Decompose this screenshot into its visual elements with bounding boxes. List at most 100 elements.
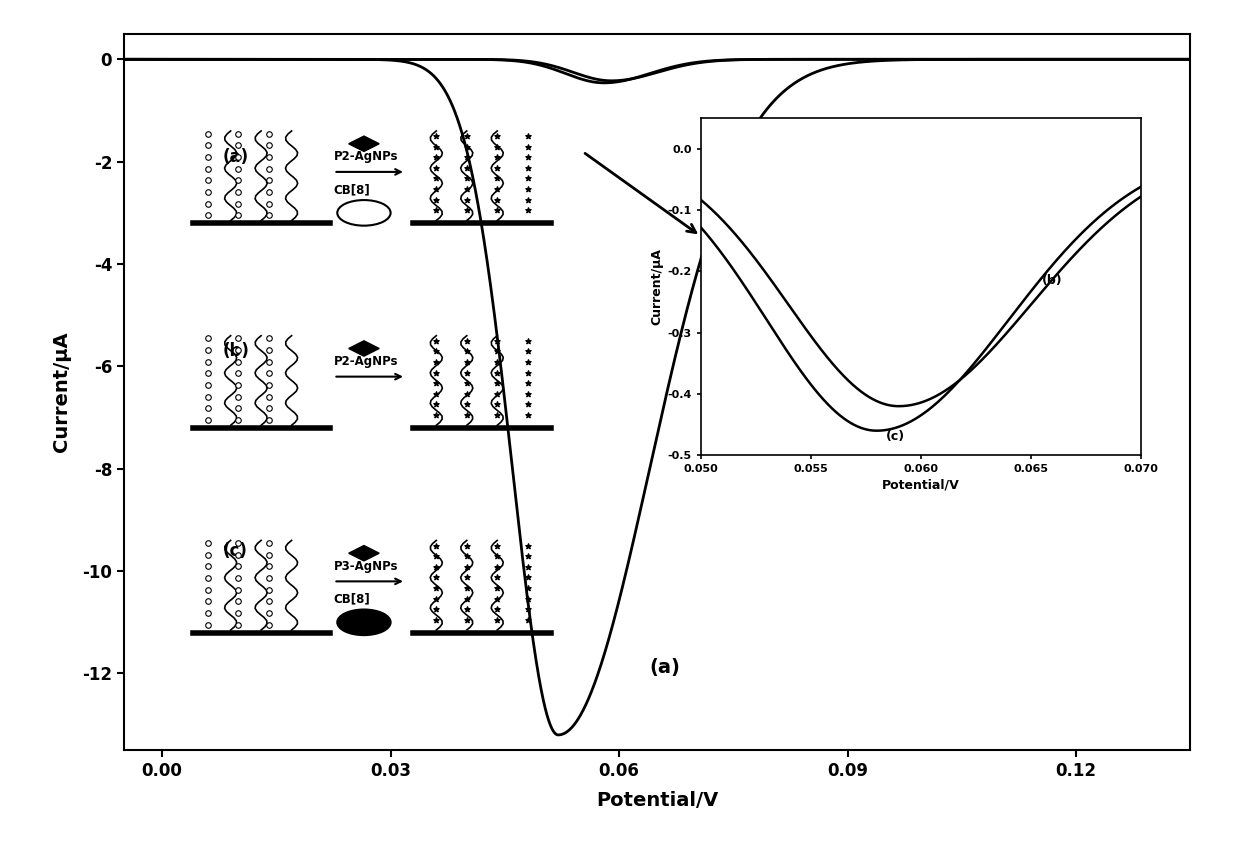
Point xyxy=(427,345,446,358)
Point xyxy=(456,161,476,175)
Point xyxy=(518,366,538,379)
Ellipse shape xyxy=(337,609,391,635)
Point xyxy=(456,140,476,153)
Text: (a): (a) xyxy=(223,148,249,166)
Point xyxy=(487,539,507,552)
Point xyxy=(427,161,446,175)
Point xyxy=(487,129,507,142)
Point xyxy=(427,592,446,605)
Point xyxy=(427,182,446,196)
Point xyxy=(427,539,446,552)
Text: P2-AgNPs: P2-AgNPs xyxy=(334,150,398,163)
Point xyxy=(487,408,507,422)
Point xyxy=(427,398,446,411)
Point xyxy=(487,592,507,605)
Point xyxy=(427,571,446,584)
Text: P2-AgNPs: P2-AgNPs xyxy=(334,355,398,368)
Point xyxy=(456,539,476,552)
Point xyxy=(456,613,476,626)
Point xyxy=(518,345,538,358)
Point xyxy=(456,592,476,605)
Point xyxy=(427,151,446,164)
Point xyxy=(487,398,507,411)
Point xyxy=(518,603,538,616)
Point xyxy=(518,203,538,217)
Point xyxy=(427,355,446,368)
Polygon shape xyxy=(348,545,379,561)
Point xyxy=(456,172,476,185)
Y-axis label: Current/μA: Current/μA xyxy=(52,331,71,453)
X-axis label: Potential/V: Potential/V xyxy=(596,792,718,810)
Point xyxy=(487,571,507,584)
Point xyxy=(518,129,538,142)
Point xyxy=(487,345,507,358)
Point xyxy=(427,172,446,185)
Point xyxy=(487,203,507,217)
Point xyxy=(487,161,507,175)
Point xyxy=(487,193,507,207)
Point xyxy=(427,334,446,347)
Point xyxy=(456,345,476,358)
Point xyxy=(518,193,538,207)
Point xyxy=(427,129,446,142)
Point xyxy=(518,151,538,164)
Point xyxy=(456,151,476,164)
Y-axis label: Current/μA: Current/μA xyxy=(650,248,663,325)
Point xyxy=(427,203,446,217)
Point xyxy=(487,355,507,368)
Point xyxy=(456,387,476,400)
Point xyxy=(518,377,538,390)
Point xyxy=(487,334,507,347)
Point xyxy=(518,560,538,573)
Point xyxy=(427,560,446,573)
Point xyxy=(427,140,446,153)
Point xyxy=(518,398,538,411)
Text: CB[8]: CB[8] xyxy=(334,183,371,196)
Point xyxy=(427,366,446,379)
Point xyxy=(427,387,446,400)
Point xyxy=(427,377,446,390)
Point xyxy=(456,203,476,217)
Point xyxy=(427,408,446,422)
Text: (b): (b) xyxy=(1042,274,1063,287)
Polygon shape xyxy=(348,341,379,356)
Point xyxy=(487,560,507,573)
Point xyxy=(456,193,476,207)
Point xyxy=(456,182,476,196)
Point xyxy=(487,550,507,563)
Point xyxy=(456,334,476,347)
Point xyxy=(518,161,538,175)
Point xyxy=(487,172,507,185)
Point xyxy=(518,387,538,400)
Point xyxy=(456,550,476,563)
Text: (b): (b) xyxy=(223,342,250,360)
Point xyxy=(487,377,507,390)
Point xyxy=(487,151,507,164)
Point xyxy=(487,581,507,594)
Point xyxy=(427,581,446,594)
Point xyxy=(518,408,538,422)
Point xyxy=(487,613,507,626)
Point xyxy=(518,355,538,368)
Point xyxy=(456,377,476,390)
Point xyxy=(518,613,538,626)
Point xyxy=(487,182,507,196)
Point xyxy=(456,398,476,411)
Point xyxy=(518,539,538,552)
Text: (c): (c) xyxy=(885,430,905,443)
Point xyxy=(487,603,507,616)
Point xyxy=(518,581,538,594)
Point xyxy=(427,613,446,626)
X-axis label: Potential/V: Potential/V xyxy=(882,479,960,491)
Point xyxy=(456,560,476,573)
Point xyxy=(456,581,476,594)
Point xyxy=(456,571,476,584)
Point xyxy=(456,129,476,142)
Text: (c): (c) xyxy=(223,542,248,560)
Point xyxy=(456,603,476,616)
Point xyxy=(518,571,538,584)
Point xyxy=(487,140,507,153)
Polygon shape xyxy=(348,136,379,152)
Point xyxy=(518,140,538,153)
Text: P3-AgNPs: P3-AgNPs xyxy=(334,560,398,572)
